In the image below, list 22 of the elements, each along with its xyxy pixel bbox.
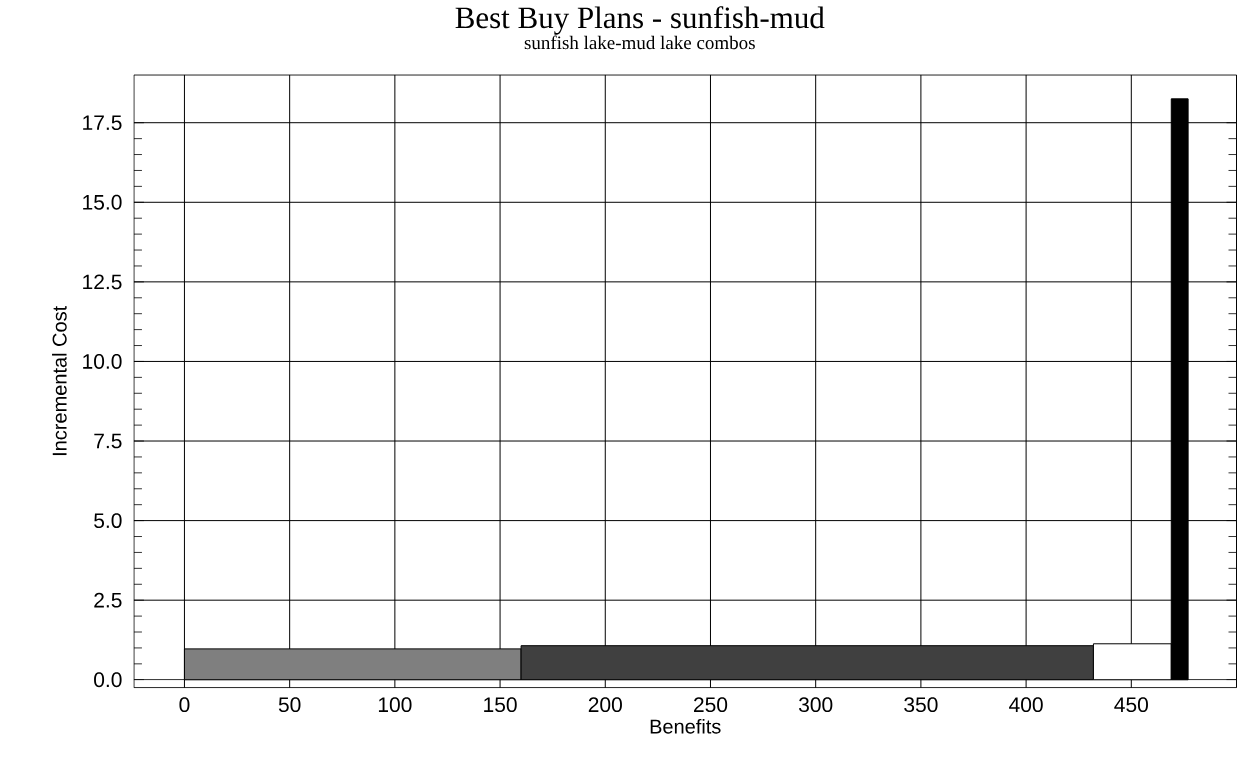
chart-subtitle: sunfish lake-mud lake combos: [524, 35, 755, 50]
y-tick-label: 7.5: [94, 433, 122, 449]
y-tick-label: 2.5: [94, 592, 122, 608]
x-tick-label: 0: [179, 697, 190, 713]
y-tick-label: 12.5: [83, 274, 122, 290]
x-tick-label: 450: [1114, 697, 1148, 713]
y-axis-title: Incremental Cost: [52, 306, 67, 456]
x-tick-label: 150: [484, 697, 517, 713]
y-tick-label: 17.5: [83, 115, 122, 131]
x-tick-label: 300: [798, 697, 833, 713]
x-tick-label: 250: [694, 697, 728, 713]
x-tick-label: 200: [588, 697, 622, 713]
chart-title: Best Buy Plans - sunfish-mud: [455, 6, 825, 35]
x-tick-label: 400: [1009, 697, 1043, 713]
x-tick-label: 50: [278, 697, 301, 713]
x-tick-label: 100: [378, 697, 412, 713]
y-tick-label: 0.0: [94, 672, 122, 688]
y-tick-label: 15.0: [83, 195, 122, 210]
y-tick-label: 10.0: [83, 354, 122, 370]
y-tick-label: 5.0: [94, 513, 122, 529]
x-axis-title: Benefits: [650, 719, 721, 734]
x-tick-label: 350: [904, 697, 938, 713]
